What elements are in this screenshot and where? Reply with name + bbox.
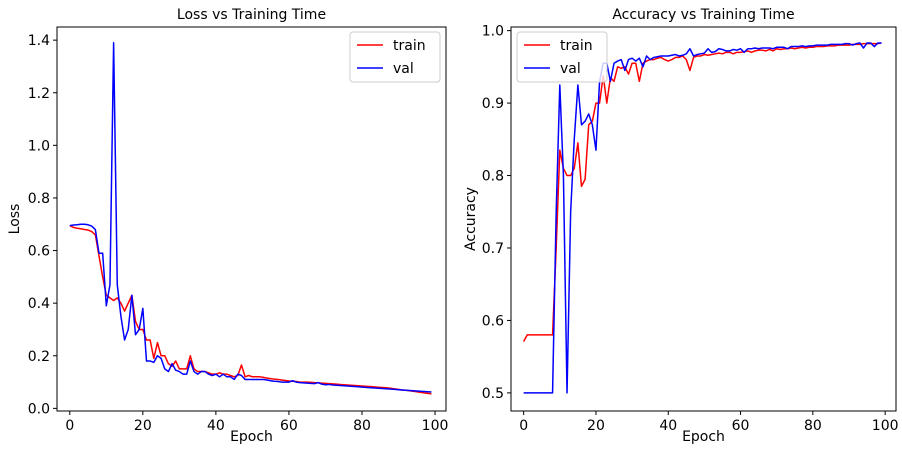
accuracy-y-tick-label: 0.7 — [482, 241, 504, 257]
accuracy-axes-frame — [510, 26, 897, 412]
loss-x-tick-label: 60 — [280, 418, 298, 434]
loss-y-tick-label: 0.6 — [28, 244, 50, 260]
accuracy-y-tick-label: 1.0 — [482, 24, 504, 40]
loss-y-tick-label: 1.4 — [28, 33, 50, 49]
loss-y-tick-label: 1.2 — [28, 86, 50, 102]
loss-legend-label-train: train — [393, 38, 426, 54]
loss-y-tick-label: 0.0 — [28, 401, 50, 417]
loss-x-tick-label: 0 — [65, 418, 74, 434]
accuracy-chart: Accuracy vs Training Time 0 20 40 60 80 100 0.… — [463, 7, 899, 445]
accuracy-x-tick-label: 20 — [587, 418, 605, 434]
loss-chart: Loss vs Training Time 0 20 40 60 80 100 0.0 0.2… — [7, 7, 448, 445]
loss-y-tick-label: 0.4 — [28, 296, 50, 312]
loss-x-tick-label: 20 — [134, 418, 152, 434]
accuracy-x-tick-label: 100 — [872, 418, 899, 434]
accuracy-x-tick-label: 80 — [804, 418, 822, 434]
loss-y-tick-label: 0.8 — [28, 191, 50, 207]
loss-legend: train val — [349, 31, 441, 83]
loss-plot-area: 0 20 40 60 80 100 0.0 0.2 0.4 0.6 0.8 1.0 1.2 1.4 trai… — [28, 26, 449, 434]
loss-series-line-val — [69, 42, 432, 393]
accuracy-legend-label-train: train — [560, 38, 593, 54]
loss-series-line-train — [69, 224, 432, 395]
accuracy-y-tick-label: 0.9 — [482, 96, 504, 112]
loss-y-tick-label: 0.2 — [28, 349, 50, 365]
accuracy-y-tick-label: 0.8 — [482, 169, 504, 185]
loss-y-tick-label: 1.0 — [28, 138, 50, 154]
accuracy-legend-label-val: val — [560, 61, 581, 77]
accuracy-x-tick-label: 0 — [519, 418, 528, 434]
loss-y-axis-label: Loss — [7, 204, 23, 235]
loss-legend-label-val: val — [393, 61, 414, 77]
loss-x-tick-label: 100 — [422, 418, 449, 434]
accuracy-series-line-val — [523, 42, 882, 394]
accuracy-y-axis-label: Accuracy — [463, 187, 479, 251]
loss-chart-title: Loss vs Training Time — [177, 7, 326, 23]
loss-x-tick-label: 40 — [207, 418, 225, 434]
accuracy-y-tick-label: 0.6 — [482, 313, 504, 329]
accuracy-x-tick-label: 60 — [732, 418, 750, 434]
accuracy-x-axis-label: Epoch — [682, 429, 725, 445]
accuracy-legend: train val — [516, 31, 608, 83]
accuracy-series-line-train — [522, 42, 882, 342]
loss-x-axis-label: Epoch — [230, 429, 273, 445]
loss-x-tick-label: 80 — [353, 418, 371, 434]
accuracy-x-tick-label: 40 — [659, 418, 677, 434]
loss-axes-frame — [56, 26, 447, 412]
accuracy-y-tick-label: 0.5 — [482, 386, 504, 402]
accuracy-chart-title: Accuracy vs Training Time — [612, 7, 794, 23]
accuracy-plot-area: 0 20 40 60 80 100 0.5 0.6 0.7 0.8 0.9 1.0 train val — [482, 24, 899, 434]
